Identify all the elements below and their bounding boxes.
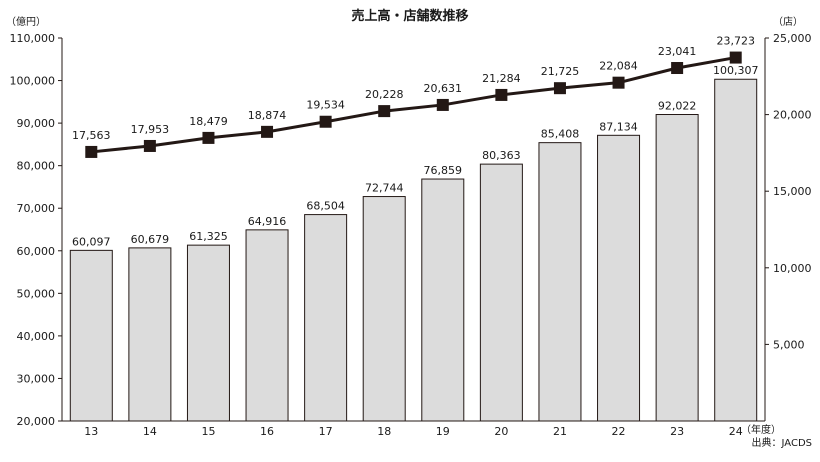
line-marker [85, 145, 98, 158]
line-marker [612, 76, 625, 89]
left-ticks: 20,000 30,000 40,000 50,000 60,000 70,000 80,0… [10, 32, 62, 428]
line-marker [143, 139, 156, 152]
right-tick-label: 25,000 [773, 32, 812, 45]
bar-value-label: 92,022 [658, 100, 697, 113]
chart-title: 売上高・店舗数推移 [351, 8, 468, 24]
right-tick-label: 15,000 [773, 185, 812, 198]
bar-value-label: 64,916 [248, 215, 287, 228]
x-tick-label: 19 [436, 425, 450, 438]
line-marker [202, 131, 215, 144]
left-tick-label: 30,000 [17, 372, 56, 385]
x-tick-label: 23 [670, 425, 684, 438]
bar-value-label: 72,744 [365, 182, 404, 195]
store-count-line [91, 56, 736, 154]
line-marker [436, 98, 449, 111]
line-marker [378, 105, 391, 118]
line-value-label: 17,953 [131, 123, 170, 136]
bar [538, 142, 582, 422]
line-value-label: 23,723 [716, 35, 755, 48]
bar-value-label: 76,859 [424, 164, 463, 177]
bar [655, 114, 699, 422]
x-tick-label: 22 [612, 425, 626, 438]
left-tick-label: 20,000 [17, 415, 56, 428]
line-labels: 17,563 17,953 18,479 18,874 19,534 20,228 20,6… [72, 35, 755, 142]
line-value-label: 21,284 [482, 72, 521, 85]
right-tick-label: 10,000 [773, 262, 812, 275]
right-tick-label: 5,000 [773, 338, 805, 351]
x-tick-label: 13 [84, 425, 98, 438]
bar [479, 163, 523, 422]
x-tick-label: 17 [319, 425, 333, 438]
bar [304, 214, 348, 422]
line-value-label: 17,563 [72, 129, 111, 142]
line-value-label: 20,631 [424, 82, 463, 95]
bar-value-label: 87,134 [599, 120, 638, 133]
bar [128, 247, 172, 422]
left-tick-label: 60,000 [17, 245, 56, 258]
x-tick-label: 18 [377, 425, 391, 438]
line-marker [495, 88, 508, 101]
line-value-label: 18,874 [248, 109, 287, 122]
source-note: 出典：JACDS [752, 436, 812, 449]
bar-value-label: 100,307 [713, 64, 759, 77]
line-value-label: 20,228 [365, 88, 404, 101]
bar [186, 244, 230, 422]
line-marker [671, 62, 684, 75]
x-tick-label: 14 [143, 425, 157, 438]
line-marker [729, 51, 742, 64]
left-axis-unit: （億円） [6, 15, 46, 28]
line-marker [319, 115, 332, 128]
line-layer [85, 51, 742, 158]
bars-layer [69, 78, 758, 422]
line-value-label: 22,084 [599, 60, 638, 73]
bar [597, 134, 641, 422]
line-value-label: 18,479 [189, 115, 228, 128]
left-tick-label: 80,000 [17, 160, 56, 173]
bar [421, 178, 465, 422]
line-value-label: 19,534 [306, 99, 345, 112]
bar-labels: 60,097 60,679 61,325 64,916 68,504 72,744 76,8… [72, 64, 758, 248]
left-tick-label: 40,000 [17, 330, 56, 343]
axes-layer [61, 38, 766, 422]
bar-value-label: 61,325 [189, 230, 228, 243]
x-tick-label: 21 [553, 425, 567, 438]
line-marker [261, 125, 274, 138]
line-value-label: 21,725 [541, 65, 580, 78]
line-value-label: 23,041 [658, 45, 697, 58]
bar [69, 249, 113, 422]
right-tick-label: 20,000 [773, 109, 812, 122]
x-axis-unit: （年度） [741, 423, 781, 436]
bar-value-label: 60,097 [72, 235, 111, 248]
bar [362, 196, 406, 422]
x-ticks: 13 14 15 16 17 18 19 20 21 22 23 24 [84, 425, 742, 438]
right-axis-unit: （店） [773, 15, 803, 28]
left-tick-label: 50,000 [17, 287, 56, 300]
right-ticks: 5,000 10,000 15,000 20,000 25,000 [765, 32, 812, 351]
left-tick-label: 90,000 [17, 117, 56, 130]
bar-value-label: 68,504 [306, 200, 345, 213]
left-tick-label: 70,000 [17, 202, 56, 215]
left-tick-label: 100,000 [10, 75, 56, 88]
bar-value-label: 85,408 [541, 128, 580, 141]
x-tick-label: 16 [260, 425, 274, 438]
x-tick-label: 20 [494, 425, 508, 438]
x-tick-label: 15 [201, 425, 215, 438]
bar-value-label: 80,363 [482, 149, 521, 162]
left-tick-label: 110,000 [10, 32, 56, 45]
x-tick-label: 24 [729, 425, 743, 438]
line-marker [553, 82, 566, 95]
bar [714, 78, 758, 422]
bar [245, 229, 289, 422]
bar-value-label: 60,679 [131, 233, 170, 246]
